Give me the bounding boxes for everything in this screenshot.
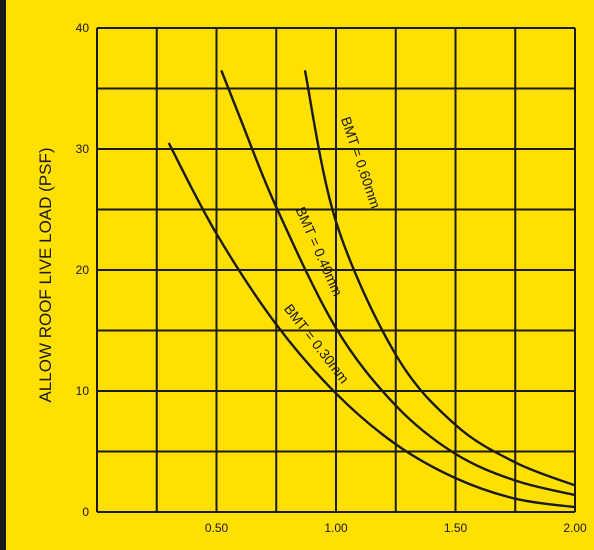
x-tick-label: 1.00	[324, 521, 348, 535]
curves	[167, 69, 576, 509]
series-curve	[303, 70, 576, 487]
y-axis-ticks: 0 10 20 30 40	[76, 21, 90, 519]
y-tick-label: 30	[76, 142, 90, 156]
series-curve	[167, 142, 576, 509]
series-curve	[220, 69, 576, 497]
y-tick-label: 0	[82, 505, 89, 519]
x-axis-ticks: 0.50 1.00 1.50 2.00	[205, 521, 587, 535]
x-tick-label: 1.50	[444, 521, 468, 535]
series-label: BMT = 0.60mm	[338, 115, 384, 211]
x-tick-label: 2.00	[563, 521, 587, 535]
y-tick-label: 10	[76, 384, 90, 398]
series-label: BMT = 0.40mm	[293, 204, 346, 298]
y-tick-label: 40	[76, 21, 90, 35]
x-tick-label: 0.50	[205, 521, 229, 535]
y-axis-label: ALLOW ROOF LIVE LOAD (PSF)	[36, 147, 55, 402]
y-tick-label: 20	[76, 263, 90, 277]
left-border	[0, 0, 6, 550]
